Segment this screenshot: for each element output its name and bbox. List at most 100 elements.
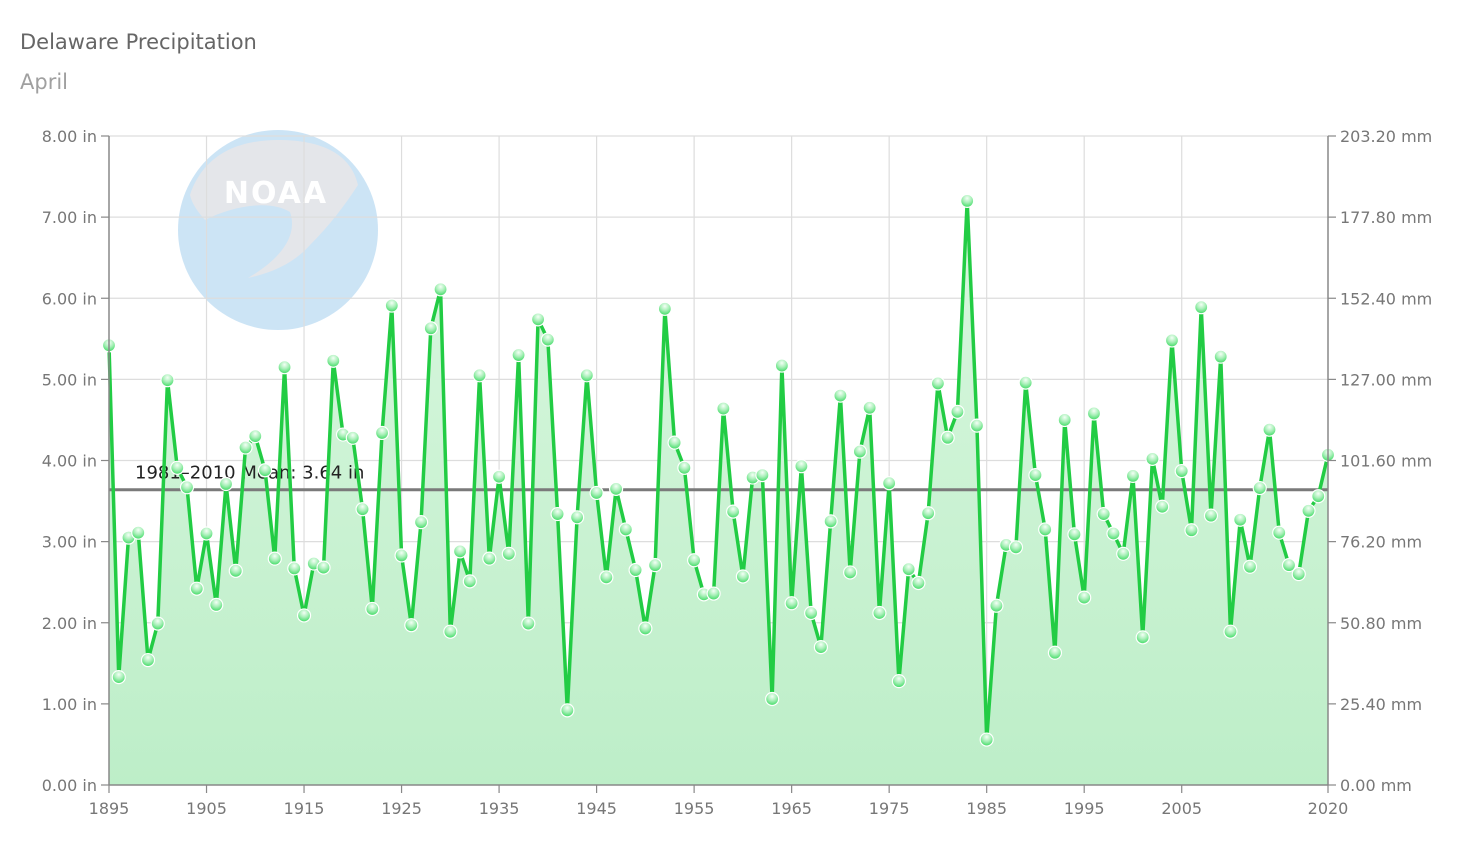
data-point[interactable] xyxy=(657,301,672,316)
data-point[interactable] xyxy=(394,548,409,563)
data-point[interactable] xyxy=(930,376,946,391)
data-point[interactable] xyxy=(501,546,516,561)
data-point[interactable] xyxy=(1203,508,1219,523)
data-point[interactable] xyxy=(238,440,253,455)
data-point[interactable] xyxy=(404,618,419,633)
data-point[interactable] xyxy=(462,574,477,589)
data-point[interactable] xyxy=(989,598,1004,613)
data-point[interactable] xyxy=(140,652,156,668)
data-point[interactable] xyxy=(345,430,360,445)
data-point[interactable] xyxy=(1233,512,1248,527)
data-point[interactable] xyxy=(1038,522,1053,537)
data-point[interactable] xyxy=(726,504,741,519)
data-point[interactable] xyxy=(433,282,448,297)
data-point[interactable] xyxy=(1106,526,1121,541)
data-point[interactable] xyxy=(911,575,926,591)
data-point[interactable] xyxy=(755,468,770,483)
data-point[interactable] xyxy=(1262,422,1277,437)
data-point[interactable] xyxy=(1272,525,1287,540)
data-point[interactable] xyxy=(170,460,185,475)
data-point[interactable] xyxy=(901,562,916,577)
data-point[interactable] xyxy=(365,601,380,617)
data-point[interactable] xyxy=(482,551,497,566)
data-point[interactable] xyxy=(189,581,204,596)
data-point[interactable] xyxy=(979,732,994,747)
data-point[interactable] xyxy=(1242,559,1258,574)
data-point[interactable] xyxy=(813,639,829,655)
data-point[interactable] xyxy=(569,510,585,525)
data-point[interactable] xyxy=(160,373,175,388)
data-point[interactable] xyxy=(1194,300,1209,315)
data-point[interactable] xyxy=(530,312,546,327)
data-point[interactable] xyxy=(618,522,633,537)
data-point[interactable] xyxy=(472,368,487,383)
data-point[interactable] xyxy=(248,429,263,444)
data-point[interactable] xyxy=(199,526,214,541)
data-point[interactable] xyxy=(1184,523,1199,538)
data-point[interactable] xyxy=(111,669,126,685)
data-point[interactable] xyxy=(833,388,848,403)
data-point[interactable] xyxy=(882,476,897,491)
data-point[interactable] xyxy=(1223,624,1238,639)
data-point[interactable] xyxy=(228,563,243,578)
data-point[interactable] xyxy=(1125,468,1141,484)
data-point[interactable] xyxy=(1018,375,1033,390)
data-point[interactable] xyxy=(1311,489,1326,504)
data-point[interactable] xyxy=(1135,630,1150,645)
data-point[interactable] xyxy=(413,515,429,530)
data-point[interactable] xyxy=(1116,546,1131,561)
data-point[interactable] xyxy=(599,570,614,585)
data-point[interactable] xyxy=(267,551,282,566)
data-point[interactable] xyxy=(960,193,975,208)
data-point[interactable] xyxy=(1047,645,1063,660)
data-point[interactable] xyxy=(667,435,682,450)
data-point[interactable] xyxy=(579,368,594,383)
data-point[interactable] xyxy=(862,400,877,415)
data-point[interactable] xyxy=(687,553,702,568)
data-point[interactable] xyxy=(257,463,273,478)
data-point[interactable] xyxy=(628,562,643,578)
data-point[interactable] xyxy=(1057,412,1072,428)
data-point[interactable] xyxy=(872,605,887,621)
data-point[interactable] xyxy=(316,560,331,575)
data-point[interactable] xyxy=(706,586,721,601)
data-point[interactable] xyxy=(589,485,604,501)
data-point[interactable] xyxy=(784,596,799,611)
data-point[interactable] xyxy=(1008,540,1024,555)
data-point[interactable] xyxy=(326,353,341,368)
data-point[interactable] xyxy=(150,616,165,631)
data-point[interactable] xyxy=(277,360,292,375)
data-point[interactable] xyxy=(452,544,468,559)
data-point[interactable] xyxy=(735,569,750,584)
data-point[interactable] xyxy=(355,502,370,517)
data-point[interactable] xyxy=(1145,451,1160,466)
data-point[interactable] xyxy=(374,425,390,441)
data-point[interactable] xyxy=(891,674,907,689)
data-point[interactable] xyxy=(287,561,302,576)
data-point[interactable] xyxy=(1155,499,1170,514)
data-point[interactable] xyxy=(804,605,819,621)
data-point[interactable] xyxy=(540,332,555,347)
data-point[interactable] xyxy=(765,691,780,707)
data-point[interactable] xyxy=(550,506,565,522)
data-point[interactable] xyxy=(1164,333,1180,348)
data-point[interactable] xyxy=(969,418,985,433)
data-point[interactable] xyxy=(1077,590,1092,605)
data-point[interactable] xyxy=(774,358,789,373)
data-point[interactable] xyxy=(131,525,146,540)
data-point[interactable] xyxy=(608,481,624,496)
data-point[interactable] xyxy=(521,616,536,631)
data-point[interactable] xyxy=(1067,527,1082,542)
data-point[interactable] xyxy=(940,430,955,445)
data-point[interactable] xyxy=(511,347,526,363)
data-point[interactable] xyxy=(1096,506,1111,522)
data-point[interactable] xyxy=(423,321,438,336)
data-point[interactable] xyxy=(1174,463,1189,479)
data-point[interactable] xyxy=(296,608,312,623)
data-point[interactable] xyxy=(716,401,731,416)
data-point[interactable] xyxy=(1281,558,1297,573)
data-point[interactable] xyxy=(921,506,936,521)
data-point[interactable] xyxy=(179,480,195,495)
data-point[interactable] xyxy=(638,621,653,636)
data-point[interactable] xyxy=(384,298,399,313)
